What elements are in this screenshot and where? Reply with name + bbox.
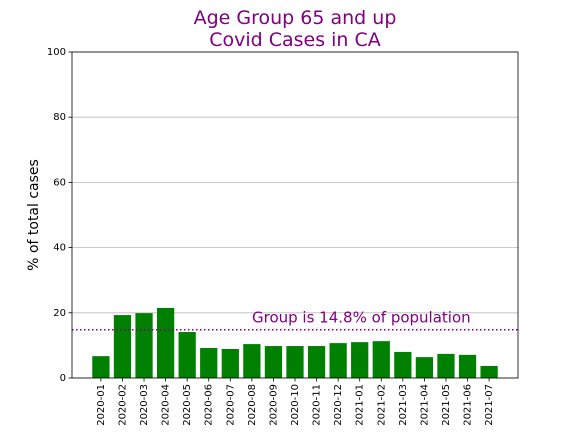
bar [415, 357, 434, 378]
x-tick-label: 2020-09 [268, 384, 279, 426]
bar [329, 343, 347, 378]
x-tick-label: 2020-06 [204, 384, 215, 426]
bar [286, 346, 304, 378]
bar [156, 307, 175, 378]
annotation: Group is 14.8% of population [252, 309, 471, 327]
x-tick-label: 2020-07 [225, 384, 236, 426]
x-tick-label: 2021-03 [398, 384, 409, 426]
x-tick-label: 2021-07 [484, 384, 495, 426]
y-axis-label: % of total cases [26, 159, 42, 271]
bar [480, 365, 498, 378]
x-tick-label: 2020-10 [290, 384, 301, 426]
bar [135, 313, 153, 378]
x-tick-label: 2021-02 [376, 384, 387, 426]
x-tick-label: 2020-02 [117, 384, 128, 426]
bar [200, 348, 218, 378]
y-tick-label: 80 [53, 112, 66, 123]
bar [394, 351, 412, 378]
bar [351, 342, 369, 378]
chart-title: Age Group 65 and up Covid Cases in CA [194, 7, 397, 51]
x-tick-label: 2021-06 [463, 384, 474, 426]
x-tick-label: 2021-04 [419, 384, 430, 426]
y-tick-label: 60 [53, 177, 66, 188]
x-tick-label: 2020-04 [161, 384, 172, 426]
x-tick-label: 2020-08 [247, 384, 258, 426]
x-tick-label: 2020-12 [333, 384, 344, 426]
y-tick-label: 40 [53, 243, 66, 254]
y-tick-label: 20 [53, 308, 66, 319]
x-tick-label: 2020-01 [96, 384, 107, 426]
plot-frame [71, 51, 519, 379]
x-tick-label: 2020-05 [182, 384, 193, 426]
bar [307, 346, 326, 378]
bar [264, 346, 283, 378]
bar [113, 315, 132, 378]
bar [178, 332, 196, 378]
y-tick-label: 0 [60, 373, 66, 384]
bar [221, 348, 239, 378]
bar [372, 341, 390, 378]
x-tick-label: 2021-05 [441, 384, 452, 426]
bar [458, 354, 477, 378]
x-tick-label: 2020-11 [312, 384, 323, 426]
x-tick-label: 2021-01 [355, 384, 366, 426]
y-tick-label: 100 [47, 47, 66, 58]
bar [92, 356, 110, 378]
bar [437, 353, 455, 378]
bar [243, 344, 261, 378]
x-tick-label: 2020-03 [139, 384, 150, 426]
